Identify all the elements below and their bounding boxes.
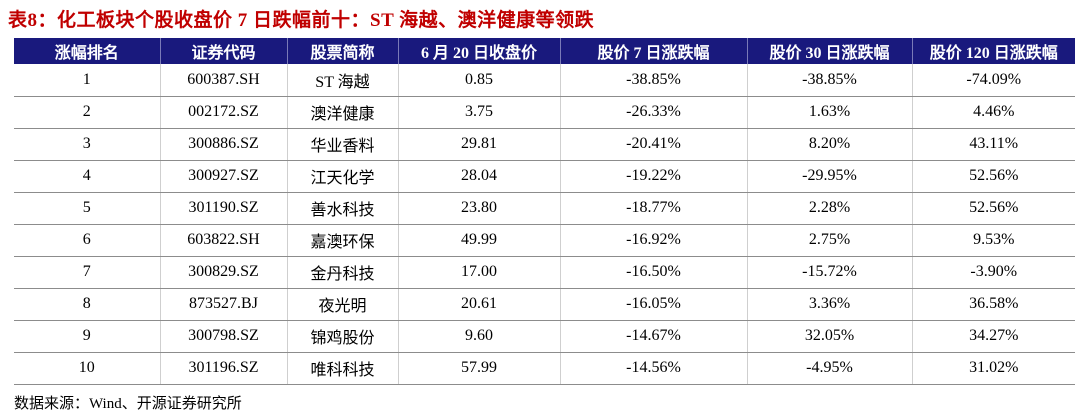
table-cell: 7: [14, 256, 161, 289]
table-cell: 0.85: [398, 64, 561, 97]
table-cell: -38.85%: [560, 64, 748, 97]
table-cell: 52.56%: [912, 160, 1075, 193]
table-cell: 2.28%: [747, 192, 913, 225]
column-header: 股价 7 日涨跌幅: [560, 38, 748, 64]
table-cell: 23.80: [398, 192, 561, 225]
table-cell: 9.60: [398, 320, 561, 353]
table-cell: 32.05%: [747, 320, 913, 353]
table-row: 9 300798.SZ 锦鸡股份 9.60 -14.67% 32.05% 34.27%: [14, 320, 1075, 353]
table-body: 1 600387.SH ST 海越 0.85 -38.85% -38.85% -74.09%…: [14, 64, 1075, 385]
table-row: 7 300829.SZ 金丹科技 17.00 -16.50% -15.72% -3.90%: [14, 256, 1075, 289]
table-cell: 300829.SZ: [160, 256, 288, 289]
table-cell: -16.92%: [560, 224, 748, 257]
table-cell: 28.04: [398, 160, 561, 193]
table-cell: 善水科技: [287, 192, 399, 225]
table-cell: -4.95%: [747, 352, 913, 385]
table-cell: 873527.BJ: [160, 288, 288, 321]
table-cell: 4.46%: [912, 96, 1075, 129]
stocks-decline-table: 涨幅排名 证券代码 股票简称 6 月 20 日收盘价 股价 7 日涨跌幅 股价 30 日涨…: [14, 38, 1075, 385]
table-cell: 31.02%: [912, 352, 1075, 385]
table-cell: 300927.SZ: [160, 160, 288, 193]
table-cell: 600387.SH: [160, 64, 288, 97]
table-cell: 锦鸡股份: [287, 320, 399, 353]
table-cell: 10: [14, 352, 161, 385]
table-row: 10 301196.SZ 唯科科技 57.99 -14.56% -4.95% 31.02%: [14, 352, 1075, 385]
column-header: 股价 30 日涨跌幅: [747, 38, 913, 64]
table-cell: 5: [14, 192, 161, 225]
table-title: 表8：化工板块个股收盘价 7 日跌幅前十：ST 海越、澳洋健康等领跌: [8, 10, 595, 31]
table-row: 2 002172.SZ 澳洋健康 3.75 -26.33% 1.63% 4.46%: [14, 96, 1075, 129]
column-header: 股票简称: [287, 38, 399, 64]
table-cell: 8.20%: [747, 128, 913, 161]
table-cell: -38.85%: [747, 64, 913, 97]
table-cell: 49.99: [398, 224, 561, 257]
table-cell: -16.50%: [560, 256, 748, 289]
table-row: 4 300927.SZ 江天化学 28.04 -19.22% -29.95% 52.56%: [14, 160, 1075, 193]
table-cell: ST 海越: [287, 64, 399, 97]
table-cell: 603822.SH: [160, 224, 288, 257]
table-row: 8 873527.BJ 夜光明 20.61 -16.05% 3.36% 36.58%: [14, 288, 1075, 321]
table-cell: 9.53%: [912, 224, 1075, 257]
table-cell: 17.00: [398, 256, 561, 289]
table-cell: 2.75%: [747, 224, 913, 257]
table-cell: -15.72%: [747, 256, 913, 289]
table-cell: 3.36%: [747, 288, 913, 321]
table-cell: 嘉澳环保: [287, 224, 399, 257]
table-cell: 1: [14, 64, 161, 97]
column-header: 6 月 20 日收盘价: [398, 38, 561, 64]
table-cell: -3.90%: [912, 256, 1075, 289]
table-cell: 1.63%: [747, 96, 913, 129]
table-cell: -14.56%: [560, 352, 748, 385]
table-cell: -26.33%: [560, 96, 748, 129]
data-source-note: 数据来源：Wind、开源证券研究所: [14, 395, 242, 412]
column-header: 证券代码: [160, 38, 288, 64]
table-cell: 夜光明: [287, 288, 399, 321]
table-cell: 002172.SZ: [160, 96, 288, 129]
table-cell: -20.41%: [560, 128, 748, 161]
table-cell: -29.95%: [747, 160, 913, 193]
table-cell: -16.05%: [560, 288, 748, 321]
table-cell: 4: [14, 160, 161, 193]
table-row: 5 301190.SZ 善水科技 23.80 -18.77% 2.28% 52.56%: [14, 192, 1075, 225]
table-cell: -18.77%: [560, 192, 748, 225]
table-cell: 唯科科技: [287, 352, 399, 385]
column-header: 涨幅排名: [14, 38, 161, 64]
table-cell: -74.09%: [912, 64, 1075, 97]
table-cell: 9: [14, 320, 161, 353]
table-cell: 江天化学: [287, 160, 399, 193]
table-cell: 金丹科技: [287, 256, 399, 289]
table-cell: 57.99: [398, 352, 561, 385]
table-row: 1 600387.SH ST 海越 0.85 -38.85% -38.85% -74.09%: [14, 64, 1075, 97]
table-cell: -14.67%: [560, 320, 748, 353]
table-cell: 300886.SZ: [160, 128, 288, 161]
column-header: 股价 120 日涨跌幅: [912, 38, 1075, 64]
table-cell: 8: [14, 288, 161, 321]
table-row: 6 603822.SH 嘉澳环保 49.99 -16.92% 2.75% 9.53%: [14, 224, 1075, 257]
table-cell: 华业香料: [287, 128, 399, 161]
table-cell: 300798.SZ: [160, 320, 288, 353]
table-cell: 301190.SZ: [160, 192, 288, 225]
table-cell: 52.56%: [912, 192, 1075, 225]
table-cell: 36.58%: [912, 288, 1075, 321]
table-cell: 29.81: [398, 128, 561, 161]
table-cell: 20.61: [398, 288, 561, 321]
table-cell: -19.22%: [560, 160, 748, 193]
table-cell: 3.75: [398, 96, 561, 129]
table-cell: 2: [14, 96, 161, 129]
table-row: 3 300886.SZ 华业香料 29.81 -20.41% 8.20% 43.11%: [14, 128, 1075, 161]
table-cell: 3: [14, 128, 161, 161]
table-cell: 43.11%: [912, 128, 1075, 161]
table-header-row: 涨幅排名 证券代码 股票简称 6 月 20 日收盘价 股价 7 日涨跌幅 股价 30 日涨…: [14, 38, 1075, 64]
table-cell: 34.27%: [912, 320, 1075, 353]
table-cell: 澳洋健康: [287, 96, 399, 129]
table-cell: 6: [14, 224, 161, 257]
table-cell: 301196.SZ: [160, 352, 288, 385]
